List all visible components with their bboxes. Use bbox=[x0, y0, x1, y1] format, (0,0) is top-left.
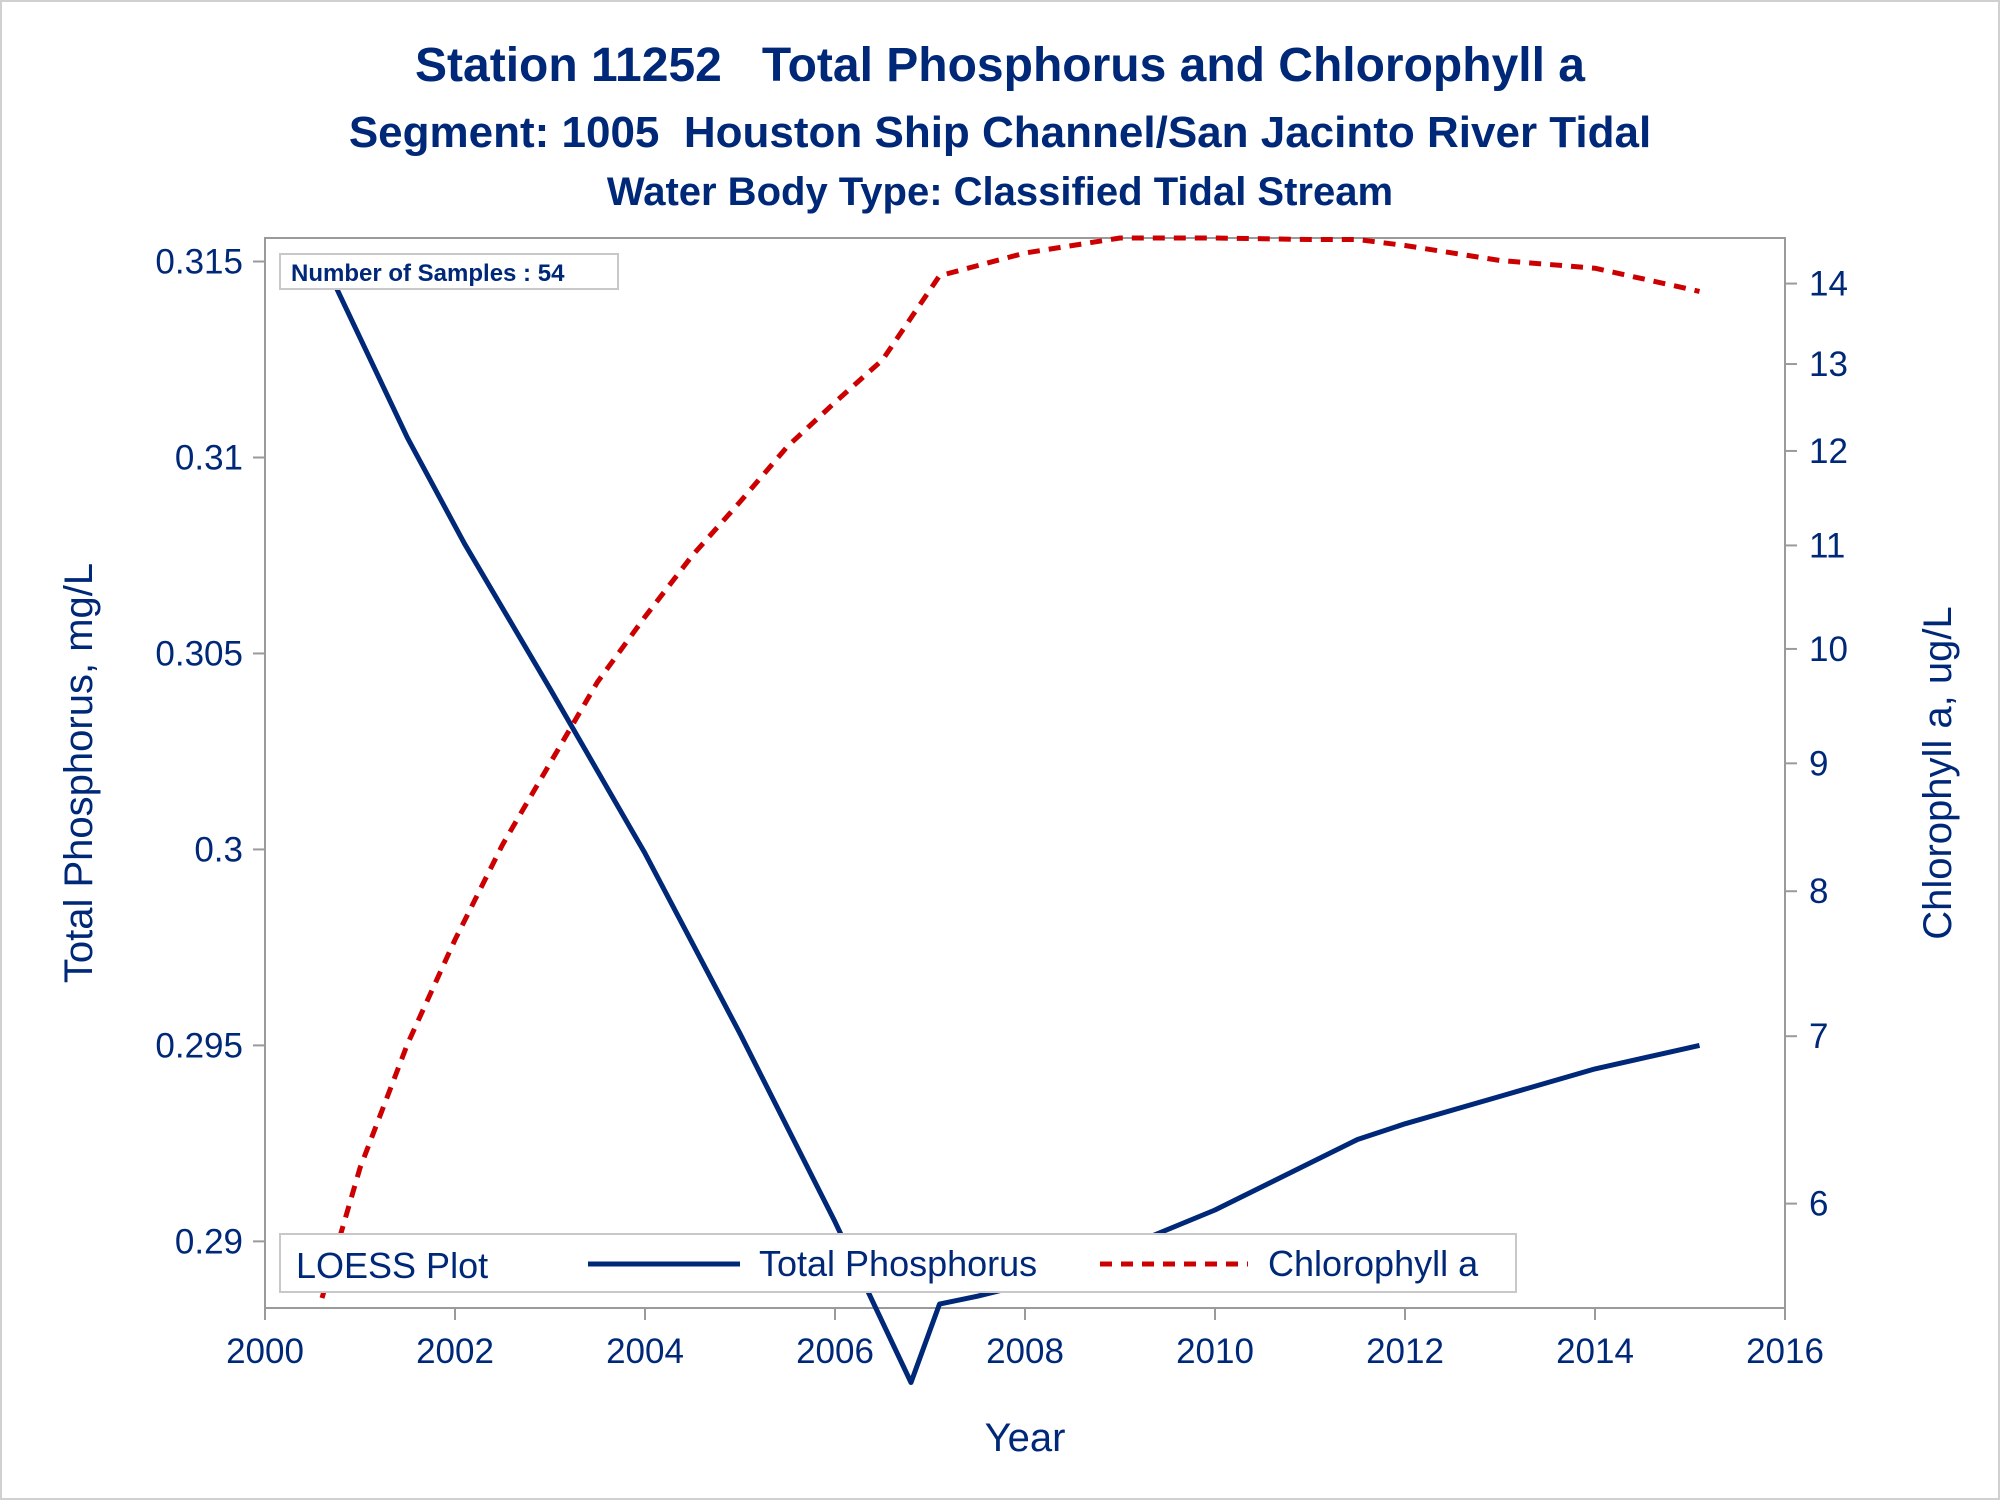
x-tick-label: 2010 bbox=[1176, 1332, 1254, 1371]
y2-tick-label: 9 bbox=[1809, 744, 1828, 783]
x-tick-label: 2012 bbox=[1366, 1332, 1444, 1371]
x-tick-label: 2008 bbox=[986, 1332, 1064, 1371]
y-tick-label: 0.31 bbox=[175, 438, 243, 477]
y2-tick-label: 8 bbox=[1809, 872, 1828, 911]
series-line-total-phosphorus bbox=[319, 256, 1701, 1385]
y2-tick-label: 14 bbox=[1809, 265, 1848, 304]
y2-tick-label: 13 bbox=[1809, 345, 1848, 384]
y-tick-label: 0.29 bbox=[175, 1222, 243, 1261]
plot-area bbox=[264, 237, 1786, 1309]
sample-count-label: Number of Samples : 54 bbox=[291, 260, 565, 287]
y-tick-label: 0.3 bbox=[194, 830, 243, 869]
y2-tick-label: 12 bbox=[1809, 432, 1848, 471]
x-axis-label: Year bbox=[985, 1416, 1066, 1460]
y2-axis-label: Chlorophyll a, ug/L bbox=[1916, 606, 1960, 940]
sample-count-box: Number of Samples : 54 bbox=[279, 253, 619, 290]
x-tick-label: 2000 bbox=[226, 1332, 304, 1371]
chart-title: Station 11252 Total Phosphorus and Chlor… bbox=[415, 39, 1585, 92]
x-tick-label: 2006 bbox=[796, 1332, 874, 1371]
x-tick-label: 2004 bbox=[606, 1332, 684, 1371]
legend-title: LOESS Plot bbox=[296, 1245, 488, 1286]
y2-tick-label: 7 bbox=[1809, 1017, 1828, 1056]
y-tick-label: 0.305 bbox=[155, 634, 243, 673]
y-tick-label: 0.295 bbox=[155, 1026, 243, 1065]
legend-label-total-phosphorus: Total Phosphorus bbox=[759, 1243, 1037, 1284]
x-tick-label: 2002 bbox=[416, 1332, 494, 1371]
chart-subtitle-2: Water Body Type: Classified Tidal Stream bbox=[606, 170, 1394, 214]
chart-subtitle: Segment: 1005 Houston Ship Channel/San J… bbox=[348, 108, 1652, 157]
y-tick-label: 0.315 bbox=[155, 243, 243, 282]
y-axis-label: Total Phosphorus, mg/L bbox=[57, 563, 101, 983]
x-tick-label: 2016 bbox=[1746, 1332, 1824, 1371]
y2-tick-label: 11 bbox=[1809, 526, 1845, 565]
x-tick-label: 2014 bbox=[1556, 1332, 1634, 1371]
legend-label-chlorophyll: Chlorophyll a bbox=[1268, 1243, 1479, 1284]
legend: LOESS Plot Total Phosphorus Chlorophyll … bbox=[279, 1233, 1517, 1293]
y2-tick-label: 6 bbox=[1809, 1185, 1828, 1224]
series-line-chlorophyll-a bbox=[319, 235, 1701, 1299]
y2-tick-label: 10 bbox=[1809, 630, 1848, 669]
